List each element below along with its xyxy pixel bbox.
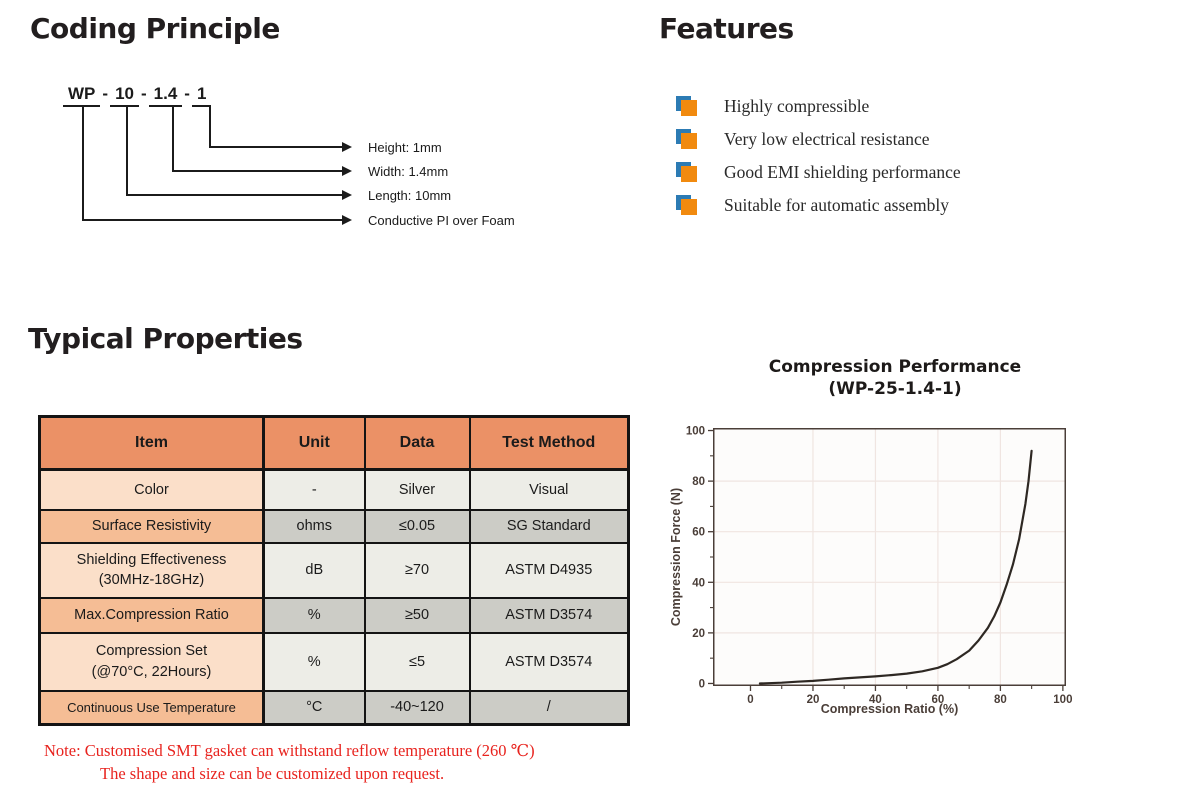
diagram-arrow-line-material — [82, 219, 342, 221]
cell-data: ≥70 — [363, 541, 471, 599]
cell-unit: ohms — [262, 508, 366, 544]
cell-unit: °C — [262, 689, 366, 726]
arrowhead-icon — [342, 190, 352, 200]
cell-unit: - — [262, 468, 366, 511]
y-tick-label: 40 — [692, 577, 705, 589]
diagram-vline-series — [82, 106, 84, 220]
cell-method: ASTM D4935 — [468, 541, 630, 599]
typical-properties-title: Typical Properties — [28, 322, 303, 355]
note-line-2: The shape and size can be customized upo… — [100, 764, 445, 783]
feature-item: Good EMI shielding performance — [676, 159, 961, 185]
note-line-1: Note: Customised SMT gasket can withstan… — [44, 741, 535, 760]
cell-unit: % — [262, 631, 366, 692]
cell-method: / — [468, 689, 630, 726]
diagram-vline-length — [126, 106, 128, 195]
series-compression-force — [758, 449, 1033, 685]
diagram-arrow-line-width — [172, 170, 342, 172]
cell-item: Max.Compression Ratio — [38, 596, 265, 634]
cell-item: Shielding Effectiveness (30MHz-18GHz) — [38, 541, 265, 599]
code-segment-series: WP — [63, 84, 101, 107]
code-separator: - — [184, 84, 190, 103]
chart-subtitle: (WP-25-1.4-1) — [828, 379, 962, 399]
coding-principle-title: Coding Principle — [30, 12, 280, 45]
table-row: Surface Resistivity ohms ≤0.05 SG Standa… — [38, 508, 630, 544]
x-axis-label: Compression Ratio (%) — [820, 702, 959, 716]
feature-item: Suitable for automatic assembly — [676, 192, 949, 218]
square-bullet-icon — [676, 161, 698, 183]
feature-text: Highly compressible — [724, 95, 870, 116]
header-data: Data — [363, 415, 471, 471]
code-segment-height: 1 — [191, 84, 212, 107]
feature-text: Good EMI shielding performance — [724, 161, 961, 182]
y-tick-label: 60 — [692, 527, 705, 539]
table-row: Shielding Effectiveness (30MHz-18GHz) dB… — [38, 541, 630, 599]
table-header-row: Item Unit Data Test Method — [38, 415, 630, 471]
square-bullet-icon — [676, 194, 698, 216]
cell-method: Visual — [468, 468, 630, 511]
cell-data: -40~120 — [363, 689, 471, 726]
cell-data: ≤0.05 — [363, 508, 471, 544]
code-label-material: Conductive PI over Foam — [368, 213, 515, 228]
properties-table: Item Unit Data Test Method Color - Silve… — [38, 415, 630, 726]
x-tick-label: 0 — [747, 694, 753, 706]
code-segment-length: 10 — [110, 84, 139, 107]
y-tick-label: 0 — [699, 678, 705, 690]
product-code: WP -10-1.4-1 — [63, 84, 212, 107]
feature-item: Very low electrical resistance — [676, 126, 930, 152]
square-bullet-icon — [676, 128, 698, 150]
chart-plot: 0 20 40 60 80 100 0 20 40 60 80 100 — [686, 426, 1073, 706]
arrowhead-icon — [342, 142, 352, 152]
y-tick-label: 80 — [692, 476, 705, 488]
code-label-length: Length: 10mm — [368, 188, 452, 203]
arrowhead-icon — [342, 166, 352, 176]
chart-title-block: Compression Performance (WP-25-1.4-1) — [690, 356, 1100, 400]
cell-unit: % — [262, 596, 366, 634]
cell-data: ≤5 — [363, 631, 471, 692]
chart-title: Compression Performance — [768, 357, 1022, 377]
table-row: Color - Silver Visual — [38, 468, 630, 511]
code-segment-width: 1.4 — [148, 84, 183, 107]
code-label-height: Height: 1mm — [368, 140, 442, 155]
table-row: Continuous Use Temperature °C -40~120 / — [38, 689, 630, 726]
y-axis-label: Compression Force (N) — [669, 487, 683, 627]
features-title: Features — [659, 12, 794, 45]
header-unit: Unit — [262, 415, 366, 471]
cell-item: Continuous Use Temperature — [38, 689, 265, 726]
table-row: Max.Compression Ratio % ≥50 ASTM D3574 — [38, 596, 630, 634]
code-separator: - — [140, 84, 147, 103]
code-label-width: Width: 1.4mm — [368, 164, 449, 179]
x-tick-label: 80 — [994, 694, 1007, 706]
cell-unit: dB — [262, 541, 366, 599]
diagram-vline-width — [172, 106, 174, 171]
cell-method: ASTM D3574 — [468, 596, 630, 634]
cell-item: Compression Set (@70°C, 22Hours) — [38, 631, 265, 692]
x-tick-label: 40 — [869, 694, 882, 706]
note-text: Note: Customised SMT gasket can withstan… — [44, 739, 535, 785]
table-row: Compression Set (@70°C, 22Hours) % ≤5 AS… — [38, 631, 630, 692]
y-tick-label: 100 — [686, 426, 705, 438]
x-tick-label: 60 — [932, 694, 945, 706]
cell-item: Color — [38, 468, 265, 511]
feature-text: Very low electrical resistance — [724, 128, 930, 149]
diagram-arrow-line-height — [209, 146, 342, 148]
x-tick-label: 100 — [1053, 694, 1072, 706]
code-separator: - — [102, 84, 109, 103]
cell-data: ≥50 — [363, 596, 471, 634]
feature-text: Suitable for automatic assembly — [724, 194, 950, 215]
feature-item: Highly compressible — [676, 93, 869, 119]
cell-data: Silver — [363, 468, 471, 511]
plot-frame — [713, 428, 1066, 686]
diagram-vline-height — [209, 106, 211, 147]
header-method: Test Method — [468, 415, 630, 471]
cell-method: ASTM D3574 — [468, 631, 630, 692]
y-tick-label: 20 — [692, 628, 705, 640]
x-tick-label: 20 — [807, 694, 820, 706]
square-bullet-icon — [676, 95, 698, 117]
header-item: Item — [38, 415, 265, 471]
compression-chart: 0 20 40 60 80 100 0 20 40 60 80 100 — [686, 426, 1073, 706]
cell-method: SG Standard — [468, 508, 630, 544]
diagram-arrow-line-length — [126, 194, 342, 196]
cell-item: Surface Resistivity — [38, 508, 265, 544]
arrowhead-icon — [342, 215, 352, 225]
